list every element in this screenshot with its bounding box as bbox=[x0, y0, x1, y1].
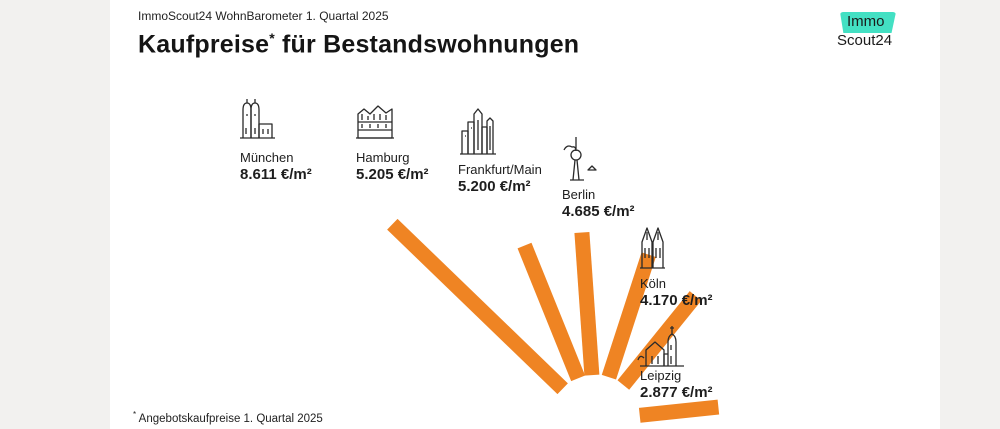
fernsehturm-icon bbox=[563, 137, 597, 181]
value-label-berlin: 4.685 €/m² bbox=[562, 203, 635, 220]
immoscout24-logo: Immo Scout24 bbox=[836, 10, 900, 50]
value-label-leipzig: 2.877 €/m² bbox=[640, 384, 713, 401]
city-label-hamburg: Hamburg bbox=[356, 150, 410, 165]
page-title: Kaufpreise* für Bestandswohnungen bbox=[138, 30, 579, 59]
city-label-frankfurt: Frankfurt/Main bbox=[458, 162, 542, 177]
city-label-koeln: Köln bbox=[640, 276, 667, 291]
city-label-berlin: Berlin bbox=[562, 187, 596, 202]
bar-5 bbox=[617, 291, 702, 390]
logo-tag-shape bbox=[840, 12, 896, 33]
city-label-muenchen: München bbox=[240, 150, 294, 165]
elbphilharmonie-icon bbox=[356, 105, 394, 139]
bar-2 bbox=[517, 242, 586, 382]
bar-3 bbox=[574, 231, 600, 376]
footnote-mark: * bbox=[133, 410, 137, 419]
bar-6 bbox=[638, 399, 720, 423]
logo-line-1: Immo bbox=[847, 13, 885, 30]
dom-icon bbox=[640, 227, 665, 269]
church-icon bbox=[637, 326, 684, 367]
bar-1 bbox=[387, 218, 568, 395]
value-label-muenchen: 8.611 €/m² bbox=[240, 166, 312, 183]
bar-4 bbox=[601, 252, 656, 380]
footnote: * Angebotskaufpreise 1. Quartal 2025 bbox=[133, 410, 323, 425]
footnote-text: Angebotskaufpreise 1. Quartal 2025 bbox=[136, 412, 323, 425]
value-label-hamburg: 5.205 €/m² bbox=[356, 166, 429, 183]
title-main: Kaufpreise bbox=[138, 30, 270, 59]
city-label-leipzig: Leipzig bbox=[640, 368, 682, 383]
supertitle: ImmoScout24 WohnBarometer 1. Quartal 202… bbox=[138, 9, 389, 23]
frauenkirche-icon bbox=[240, 99, 275, 139]
skyline-icon bbox=[460, 108, 496, 155]
title-footnote-mark: * bbox=[269, 30, 275, 46]
logo-line-2: Scout24 bbox=[837, 32, 893, 49]
value-label-frankfurt: 5.200 €/m² bbox=[458, 178, 531, 195]
value-label-koeln: 4.170 €/m² bbox=[640, 292, 713, 309]
title-rest: für Bestandswohnungen bbox=[274, 30, 580, 59]
